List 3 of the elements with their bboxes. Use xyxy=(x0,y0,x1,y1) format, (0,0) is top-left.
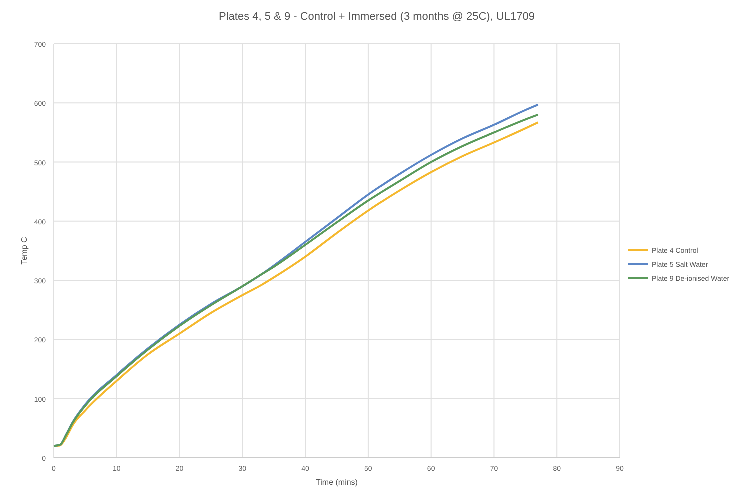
y-axis-title: Temp C xyxy=(20,236,29,265)
chart-title: Plates 4, 5 & 9 - Control + Immersed (3 months @ 25C), UL1709 xyxy=(219,11,535,23)
x-axis-title: Time (mins) xyxy=(316,478,358,487)
